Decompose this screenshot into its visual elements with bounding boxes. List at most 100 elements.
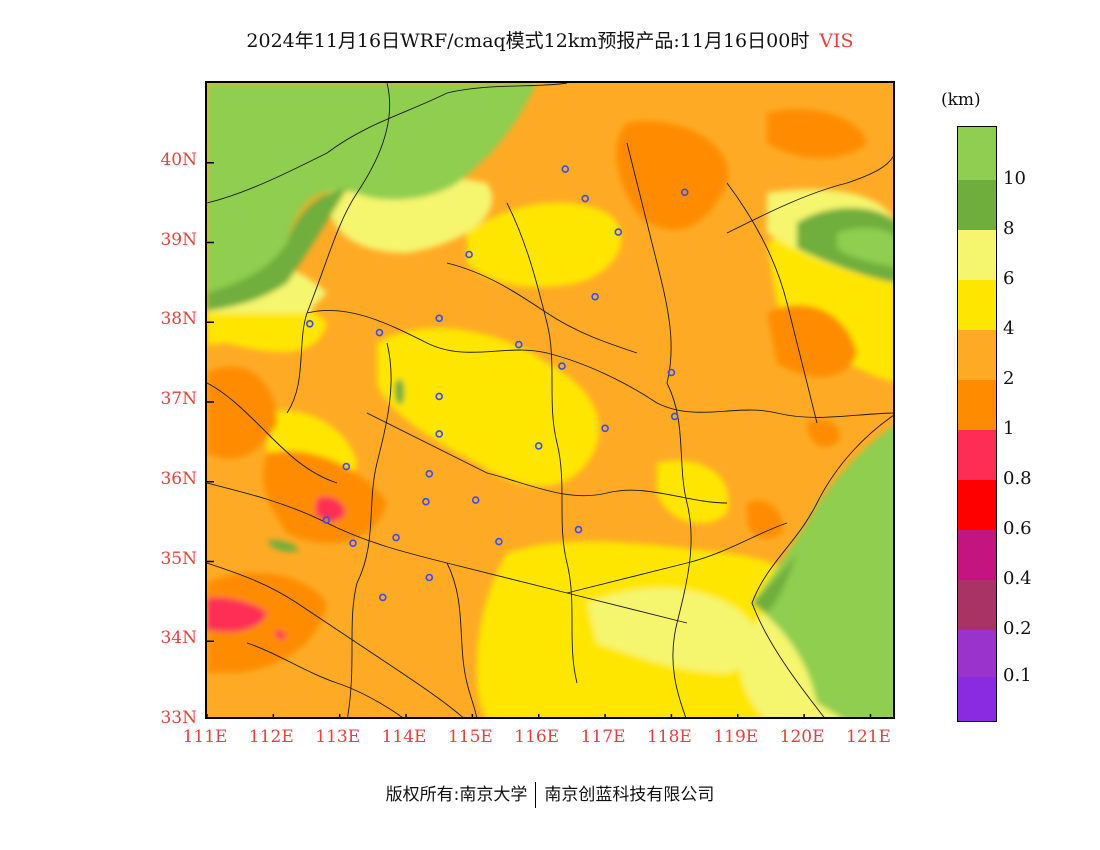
fill-green-sea-band (752, 553, 797, 613)
legend-box-0.1 (958, 630, 996, 678)
lon-tick-label: 113E (315, 727, 361, 747)
footer-company: 南京创蓝科技有限公司 (544, 785, 715, 805)
map-canvas (207, 83, 893, 717)
legend-label: 2 (1003, 368, 1015, 389)
station-marker (422, 497, 430, 506)
footer-separator (535, 782, 537, 808)
station-markers (306, 165, 689, 602)
fill-green-sea (752, 425, 893, 717)
fill-yellow-se (657, 460, 729, 524)
fill-green-nw-band (207, 188, 347, 311)
boundary-line-9 (446, 562, 478, 717)
fill-orange-se (747, 500, 783, 539)
legend-box-1 (958, 380, 996, 431)
fill-orange-w (207, 366, 277, 459)
fill-yellow-north (467, 202, 622, 287)
station-marker (667, 368, 676, 377)
boundary-line-7 (626, 142, 672, 384)
title-variable: VIS (819, 30, 854, 52)
fill-orange-ssw (207, 572, 327, 673)
boundary-line-11 (726, 182, 818, 424)
lon-tick-label: 115E (447, 727, 493, 747)
station-marker (425, 469, 434, 478)
lon-tick-label: 117E (580, 727, 626, 747)
axis-ticks (207, 162, 872, 717)
lon-tick-label: 119E (713, 727, 759, 747)
station-marker (581, 194, 590, 203)
admin-boundaries (207, 83, 893, 717)
legend-box-0.6 (958, 480, 996, 531)
legend-box-2 (958, 330, 996, 381)
station-marker (495, 537, 503, 546)
fill-orange-se2 (807, 419, 840, 447)
lat-tick-label: 36N (160, 468, 197, 489)
lon-tick-label: 118E (646, 727, 692, 747)
map-title: 2024年11月16日WRF/cmaq模式12km预报产品:11月16日00时 V… (0, 26, 1100, 53)
boundary-outline-north (207, 83, 568, 204)
legend-label: 0.6 (1003, 518, 1032, 539)
legend-label: 1 (1003, 418, 1015, 439)
legend-label: 0.4 (1003, 568, 1032, 589)
station-marker (601, 424, 609, 433)
legend-label: 6 (1003, 268, 1015, 289)
legend-label: 10 (1003, 168, 1026, 189)
boundary-line-6 (506, 202, 578, 684)
legend-box-0.2 (958, 580, 996, 631)
lat-tick-label: 33N (160, 708, 197, 728)
legend-box-4 (958, 280, 996, 331)
boundary-line-13 (566, 522, 788, 594)
station-marker (471, 496, 480, 504)
lon-tick-label: 116E (514, 727, 560, 747)
boundary-line-3 (366, 412, 728, 504)
legend-label: 4 (1003, 318, 1015, 339)
station-marker (379, 593, 387, 602)
boundary-line-15 (246, 642, 403, 717)
station-marker (349, 539, 357, 548)
boundary-line-4 (347, 342, 392, 717)
legend-label: 0.8 (1003, 468, 1032, 489)
lon-tick-label: 112E (248, 727, 294, 747)
station-marker (561, 165, 570, 173)
legend-label: 0.2 (1003, 618, 1032, 639)
lon-tick-label: 114E (381, 727, 427, 747)
boundary-outline-ne-coast (726, 155, 893, 234)
station-marker (670, 412, 679, 421)
boundary-line-14 (446, 262, 638, 354)
boundary-line-2 (306, 309, 893, 418)
title-main: 2024年11月16日WRF/cmaq模式12km预报产品:11月16日00时 (246, 30, 810, 52)
legend-box-10 (958, 127, 996, 181)
legend-box-0.8 (958, 430, 996, 481)
legend-colorbar (957, 126, 997, 722)
lat-tick-label: 40N (160, 149, 197, 170)
station-marker (322, 516, 331, 524)
legend-box-lt-0.1 (958, 677, 996, 721)
legend-label: 0.1 (1003, 665, 1032, 686)
station-marker (435, 314, 443, 323)
station-marker (574, 525, 583, 534)
fill-red-1 (315, 496, 346, 522)
fill-green-nw (207, 83, 537, 293)
fill-green-patch-1 (394, 379, 405, 405)
legend-unit: (km) (941, 90, 981, 110)
copyright-footer: 版权所有:南京大学 南京创蓝科技有限公司 (0, 780, 1100, 808)
lat-tick-label: 39N (160, 229, 197, 250)
fill-red-3 (275, 630, 286, 640)
visibility-map (205, 81, 895, 719)
lat-tick-label: 34N (160, 628, 197, 649)
station-marker (465, 250, 473, 259)
station-marker (342, 462, 351, 471)
station-marker (591, 292, 599, 301)
legend-box-8 (958, 180, 996, 231)
station-marker (614, 228, 623, 236)
station-marker (514, 340, 523, 349)
station-marker (392, 533, 400, 542)
fill-yellow-central (377, 328, 600, 487)
station-marker (375, 328, 384, 337)
station-marker (435, 430, 443, 438)
station-marker (534, 442, 543, 450)
station-marker (306, 320, 314, 328)
fill-pale-sw-coast (587, 588, 757, 673)
fill-orange-ne2 (767, 109, 867, 158)
fill-green-patch-2 (267, 540, 299, 552)
boundary-line-1 (286, 83, 391, 414)
